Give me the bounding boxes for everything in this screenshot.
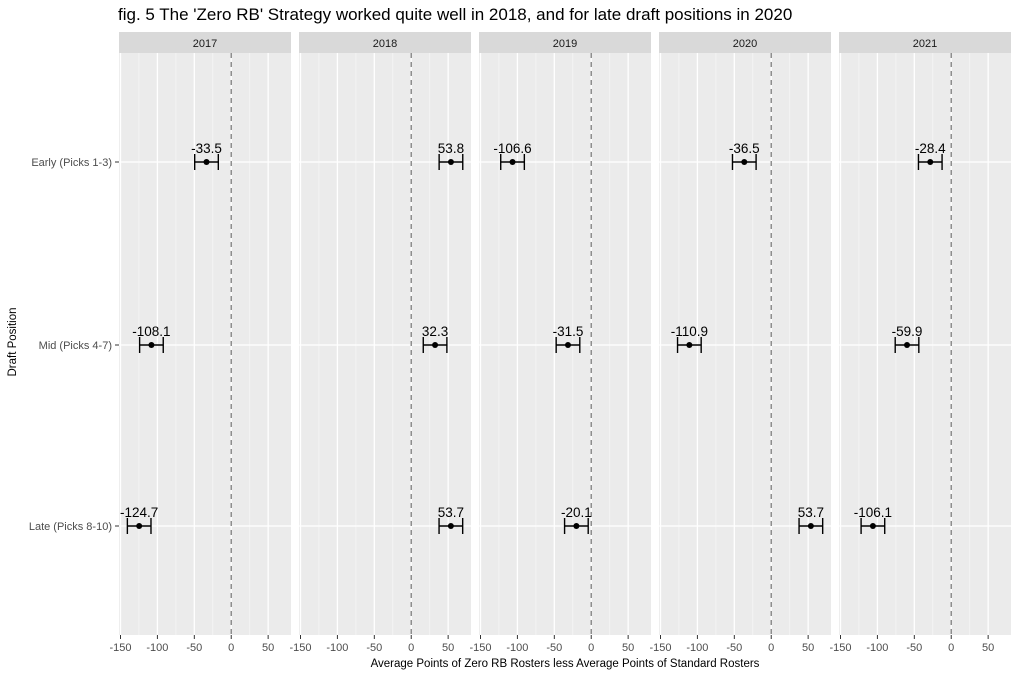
y-axis-title: Draft Position — [7, 307, 19, 376]
data-label: -33.5 — [191, 141, 222, 156]
y-tick-label: Mid (Picks 4-7) — [39, 340, 112, 352]
x-tick-label: 0 — [948, 642, 954, 654]
facet-label: 2018 — [373, 38, 397, 50]
x-tick-label: 0 — [768, 642, 774, 654]
data-point — [741, 159, 748, 165]
data-label: -31.5 — [553, 324, 584, 339]
x-tick-label: 0 — [588, 642, 594, 654]
facet-panels: 2017 -150 -100 -50 0 50 -33.5 -108.1 -124.7 2018 -… — [109, 32, 1011, 654]
data-point — [432, 342, 439, 348]
facet-strip — [659, 32, 831, 53]
facet-panel-2018: 2018 -150 -100 -50 0 50 53.8 32.3 53.7 — [289, 32, 471, 654]
data-point — [686, 342, 693, 348]
panel-background — [119, 53, 291, 635]
chart-title: fig. 5 The 'Zero RB' Strategy worked qui… — [118, 5, 792, 24]
data-label: -36.5 — [729, 141, 760, 156]
x-tick-label: -50 — [186, 642, 202, 654]
facet-label: 2017 — [193, 38, 217, 50]
y-tick-label: Late (Picks 8-10) — [29, 521, 112, 533]
x-tick-label: -100 — [326, 642, 348, 654]
x-tick-label: 50 — [622, 642, 634, 654]
x-tick-label: -100 — [866, 642, 888, 654]
data-label: -106.6 — [493, 141, 531, 156]
x-tick-label: 0 — [408, 642, 414, 654]
data-point — [904, 342, 911, 348]
data-point — [447, 523, 454, 529]
x-tick-label: -150 — [469, 642, 491, 654]
x-tick-label: 50 — [802, 642, 814, 654]
x-tick-label: -150 — [289, 642, 311, 654]
x-tick-label: 50 — [442, 642, 454, 654]
x-tick-label: -50 — [366, 642, 382, 654]
data-label: -110.9 — [671, 324, 708, 339]
facet-panel-2019: 2019 -150 -100 -50 0 50 -106.6 -31.5 -20.1 — [469, 32, 651, 654]
data-point — [509, 159, 516, 165]
data-label: 53.8 — [438, 141, 464, 156]
data-point — [447, 159, 454, 165]
data-point — [869, 523, 876, 529]
x-tick-label: -150 — [109, 642, 131, 654]
facet-strip — [299, 32, 471, 53]
x-tick-label: 50 — [982, 642, 994, 654]
data-label: -28.4 — [915, 141, 946, 156]
x-tick-label: -100 — [146, 642, 168, 654]
facet-strip — [119, 32, 291, 53]
y-tick-label: Early (Picks 1-3) — [31, 157, 112, 169]
data-label: -106.1 — [854, 505, 892, 520]
data-point — [203, 159, 210, 165]
data-label: 32.3 — [422, 324, 448, 339]
data-label: -124.7 — [120, 505, 158, 520]
x-axis-title: Average Points of Zero RB Rosters less A… — [371, 658, 760, 670]
data-point — [136, 523, 143, 529]
x-tick-label: -50 — [726, 642, 742, 654]
x-tick-label: 50 — [262, 642, 274, 654]
facet-panel-2017: 2017 -150 -100 -50 0 50 -33.5 -108.1 -124.7 — [109, 32, 291, 654]
data-label: -108.1 — [132, 324, 170, 339]
facet-strip — [479, 32, 651, 53]
x-tick-label: -100 — [506, 642, 528, 654]
data-label: 53.7 — [798, 505, 824, 520]
data-point — [148, 342, 155, 348]
data-label: 53.7 — [438, 505, 464, 520]
data-label: -20.1 — [561, 505, 592, 520]
facet-strip — [839, 32, 1011, 53]
facet-label: 2020 — [733, 38, 757, 50]
x-tick-label: -150 — [649, 642, 671, 654]
panel-background — [839, 53, 1011, 635]
data-point — [564, 342, 571, 348]
data-point — [807, 523, 814, 529]
facet-label: 2019 — [553, 38, 577, 50]
facet-label: 2021 — [913, 38, 937, 50]
panel-background — [479, 53, 651, 635]
y-axis: Early (Picks 1-3) Mid (Picks 4-7) Late (Pi… — [29, 157, 119, 533]
facet-panel-2020: 2020 -150 -100 -50 0 50 -36.5 -110.9 53.7 — [649, 32, 831, 654]
data-point — [927, 159, 934, 165]
x-tick-label: -100 — [686, 642, 708, 654]
data-label: -59.9 — [892, 324, 923, 339]
x-tick-label: 0 — [228, 642, 234, 654]
panel-background — [299, 53, 471, 635]
x-tick-label: -50 — [546, 642, 562, 654]
x-tick-label: -150 — [829, 642, 851, 654]
data-point — [573, 523, 580, 529]
facet-panel-2021: 2021 -150 -100 -50 0 50 -28.4 -59.9 -106.1 — [829, 32, 1011, 654]
x-tick-label: -50 — [906, 642, 922, 654]
